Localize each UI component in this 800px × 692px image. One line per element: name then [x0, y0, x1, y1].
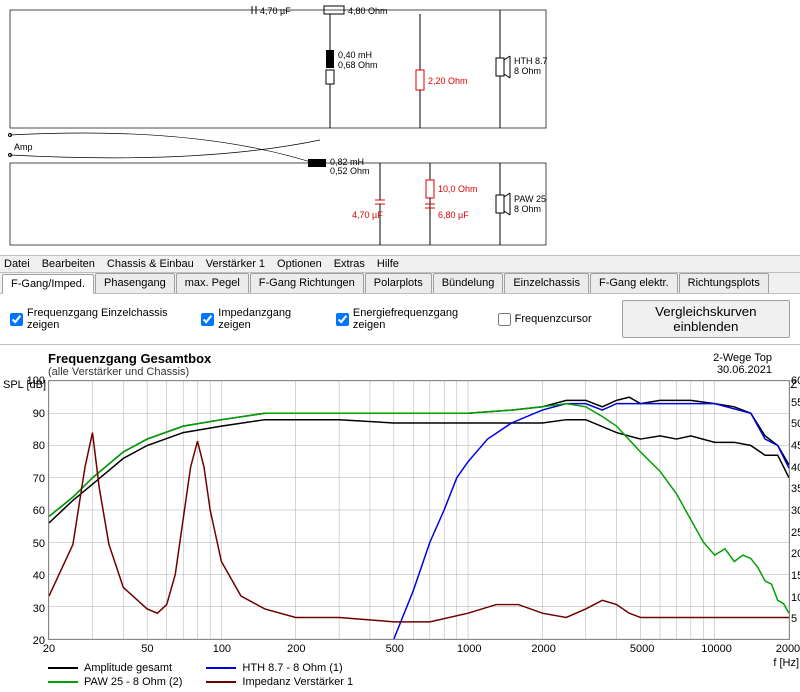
- ytick-right: 25: [791, 527, 800, 539]
- checkbox-1[interactable]: [201, 313, 214, 326]
- l2-bot-label: 0,52 Ohm: [330, 166, 370, 176]
- xtick: 20000: [776, 643, 800, 655]
- xtick: 1000: [457, 643, 481, 655]
- legend-item: Amplitude gesamt: [48, 662, 182, 674]
- l1-top-label: 0,40 mH: [338, 50, 372, 60]
- xtick: 500: [386, 643, 404, 655]
- paw-top-label: PAW 25: [514, 194, 546, 204]
- ytick-left: 50: [23, 538, 45, 550]
- tab-5[interactable]: Bündelung: [433, 273, 504, 293]
- cap-c1-label: 4,70 µF: [260, 6, 291, 16]
- ytick-right: 35: [791, 483, 800, 495]
- xtick: 20: [43, 643, 55, 655]
- menu-verstärker 1[interactable]: Verstärker 1: [206, 258, 265, 270]
- legend-item: HTH 8.7 - 8 Ohm (1): [206, 662, 353, 674]
- tab-6[interactable]: Einzelchassis: [504, 273, 589, 293]
- r2-label: 2,20 Ohm: [428, 76, 468, 86]
- chart-meta: 2-Wege Top 30.06.2021: [713, 352, 772, 376]
- view-options-toolbar: Frequenzgang Einzelchassis zeigen Impedan…: [0, 293, 800, 345]
- ytick-left: 90: [23, 408, 45, 420]
- ytick-left: 100: [23, 375, 45, 387]
- ytick-right: 20: [791, 548, 800, 560]
- tab-0[interactable]: F-Gang/Imped.: [2, 274, 94, 294]
- menu-bar: Datei Bearbeiten Chassis & Einbau Verstärke…: [0, 255, 800, 272]
- menu-optionen[interactable]: Optionen: [277, 258, 322, 270]
- crossover-schematic: 4,70 µF 4,80 Ohm 0,40 mH 0,68 Ohm 2,20 O…: [0, 0, 800, 255]
- ytick-left: 40: [23, 570, 45, 582]
- legend-item: PAW 25 - 8 Ohm (2): [48, 676, 182, 688]
- chart-area: Frequenzgang Gesamtbox (alle Verstärker …: [0, 345, 800, 692]
- tab-8[interactable]: Richtungsplots: [679, 273, 769, 293]
- xtick: 10000: [701, 643, 732, 655]
- check-0[interactable]: Frequenzgang Einzelchassis zeigen: [10, 307, 171, 331]
- check-2[interactable]: Energiefrequenzgang zeigen: [336, 307, 468, 331]
- res-r1-label: 4,80 Ohm: [348, 6, 388, 16]
- menu-bearbeiten[interactable]: Bearbeiten: [42, 258, 95, 270]
- xtick: 5000: [630, 643, 654, 655]
- chart-legend: Amplitude gesamt PAW 25 - 8 Ohm (2) HTH 8.…: [48, 658, 790, 688]
- chart-subtitle: (alle Verstärker und Chassis): [48, 366, 790, 378]
- ytick-right: 15: [791, 570, 800, 582]
- ytick-left: 70: [23, 473, 45, 485]
- xtick: 100: [213, 643, 231, 655]
- menu-extras[interactable]: Extras: [334, 258, 365, 270]
- tab-4[interactable]: Polarplots: [365, 273, 432, 293]
- check-3[interactable]: Frequenzcursor: [498, 313, 592, 326]
- checkbox-3[interactable]: [498, 313, 511, 326]
- xtick: 2000: [531, 643, 555, 655]
- frequency-plot: SPL [dB] Z [Ohm f [Hz] 20304050607080901…: [48, 380, 790, 640]
- ytick-right: 45: [791, 440, 800, 452]
- tab-3[interactable]: F-Gang Richtungen: [250, 273, 364, 293]
- hth-bot-label: 8 Ohm: [514, 66, 541, 76]
- checkbox-0[interactable]: [10, 313, 23, 326]
- ytick-right: 30: [791, 505, 800, 517]
- compare-curves-button[interactable]: Vergleichskurven einblenden: [622, 300, 790, 338]
- ytick-right: 60: [791, 375, 800, 387]
- check-1[interactable]: Impedanzgang zeigen: [201, 307, 306, 331]
- xtick: 50: [141, 643, 153, 655]
- chart-title: Frequenzgang Gesamtbox: [48, 351, 790, 366]
- ytick-right: 50: [791, 418, 800, 430]
- ytick-right: 10: [791, 592, 800, 604]
- ytick-left: 20: [23, 635, 45, 647]
- hth-top-label: HTH 8.7: [514, 56, 548, 66]
- paw-bot-label: 8 Ohm: [514, 204, 541, 214]
- chart-date: 30.06.2021: [713, 364, 772, 376]
- tab-strip: F-Gang/Imped.Phasengangmax. PegelF-Gang …: [0, 272, 800, 293]
- tab-7[interactable]: F-Gang elektr.: [590, 273, 678, 293]
- checkbox-2[interactable]: [336, 313, 349, 326]
- amp-label: Amp: [14, 142, 33, 152]
- ytick-left: 80: [23, 440, 45, 452]
- tab-1[interactable]: Phasengang: [95, 273, 175, 293]
- ytick-right: 40: [791, 462, 800, 474]
- c3-label: 6,80 µF: [438, 210, 469, 220]
- project-name: 2-Wege Top: [713, 352, 772, 364]
- l1-bot-label: 0,68 Ohm: [338, 60, 378, 70]
- c2-label: 4,70 µF: [352, 210, 383, 220]
- ytick-right: 55: [791, 397, 800, 409]
- menu-hilfe[interactable]: Hilfe: [377, 258, 399, 270]
- legend-item: Impedanz Verstärker 1: [206, 676, 353, 688]
- xtick: 200: [287, 643, 305, 655]
- tab-2[interactable]: max. Pegel: [176, 273, 249, 293]
- x-axis-label: f [Hz]: [773, 657, 799, 669]
- ytick-right: 5: [791, 613, 800, 625]
- menu-datei[interactable]: Datei: [4, 258, 30, 270]
- ytick-left: 30: [23, 603, 45, 615]
- r3-label: 10,0 Ohm: [438, 184, 478, 194]
- ytick-left: 60: [23, 505, 45, 517]
- menu-chassis & einbau[interactable]: Chassis & Einbau: [107, 258, 194, 270]
